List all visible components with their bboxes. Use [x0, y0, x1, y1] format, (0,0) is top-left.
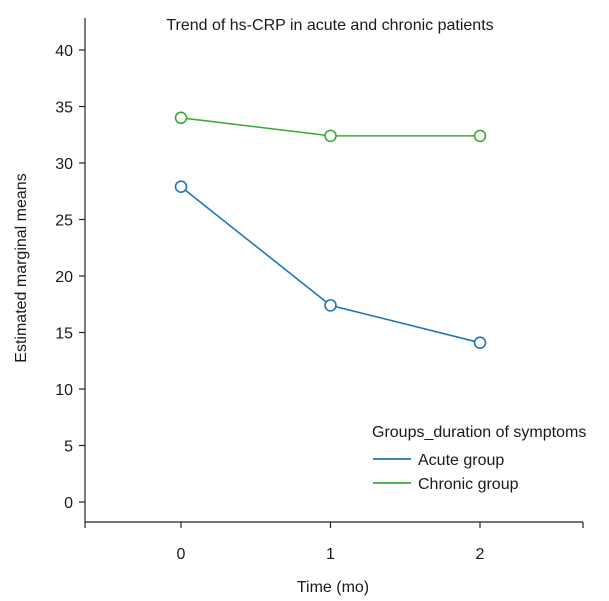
series-line-acute-group — [180, 186, 481, 344]
data-point-chronic-group — [324, 129, 337, 143]
y-tick-label: 30 — [55, 156, 73, 173]
legend-title: Groups_duration of symptoms — [372, 424, 586, 441]
y-tick-label: 35 — [55, 100, 73, 117]
y-ticks: 0 5 10 15 20 25 30 35 40 — [55, 43, 85, 512]
x-ticks: 0 1 2 — [84, 522, 584, 563]
y-tick-label: 25 — [55, 213, 73, 230]
y-tick-label: 10 — [55, 382, 73, 399]
y-tick-label: 15 — [55, 326, 73, 343]
x-axis-title: Time (mo) — [297, 579, 369, 596]
series-layer — [174, 111, 487, 349]
chart-title: Trend of hs-CRP in acute and chronic pat… — [166, 17, 493, 34]
y-axis-title: Estimated marginal means — [13, 173, 30, 362]
legend-label-chronic-group: Chronic group — [418, 476, 519, 493]
y-tick-label: 40 — [55, 43, 73, 60]
legend-label-acute-group: Acute group — [418, 452, 504, 469]
legend-entries: Acute group Chronic group — [373, 452, 519, 493]
y-tick-label: 5 — [64, 439, 73, 456]
y-tick-label: 0 — [64, 495, 73, 512]
data-point-acute-group — [174, 180, 188, 194]
data-point-chronic-group — [174, 111, 188, 125]
data-point-acute-group — [324, 299, 337, 312]
x-tick-label: 0 — [177, 546, 186, 563]
data-point-acute-group — [473, 336, 487, 349]
x-tick-label: 1 — [326, 546, 335, 563]
x-tick-label: 2 — [476, 546, 485, 563]
data-point-chronic-group — [473, 129, 487, 143]
y-tick-label: 20 — [55, 269, 73, 286]
legend: Groups_duration of symptoms Acute group C… — [372, 424, 586, 493]
